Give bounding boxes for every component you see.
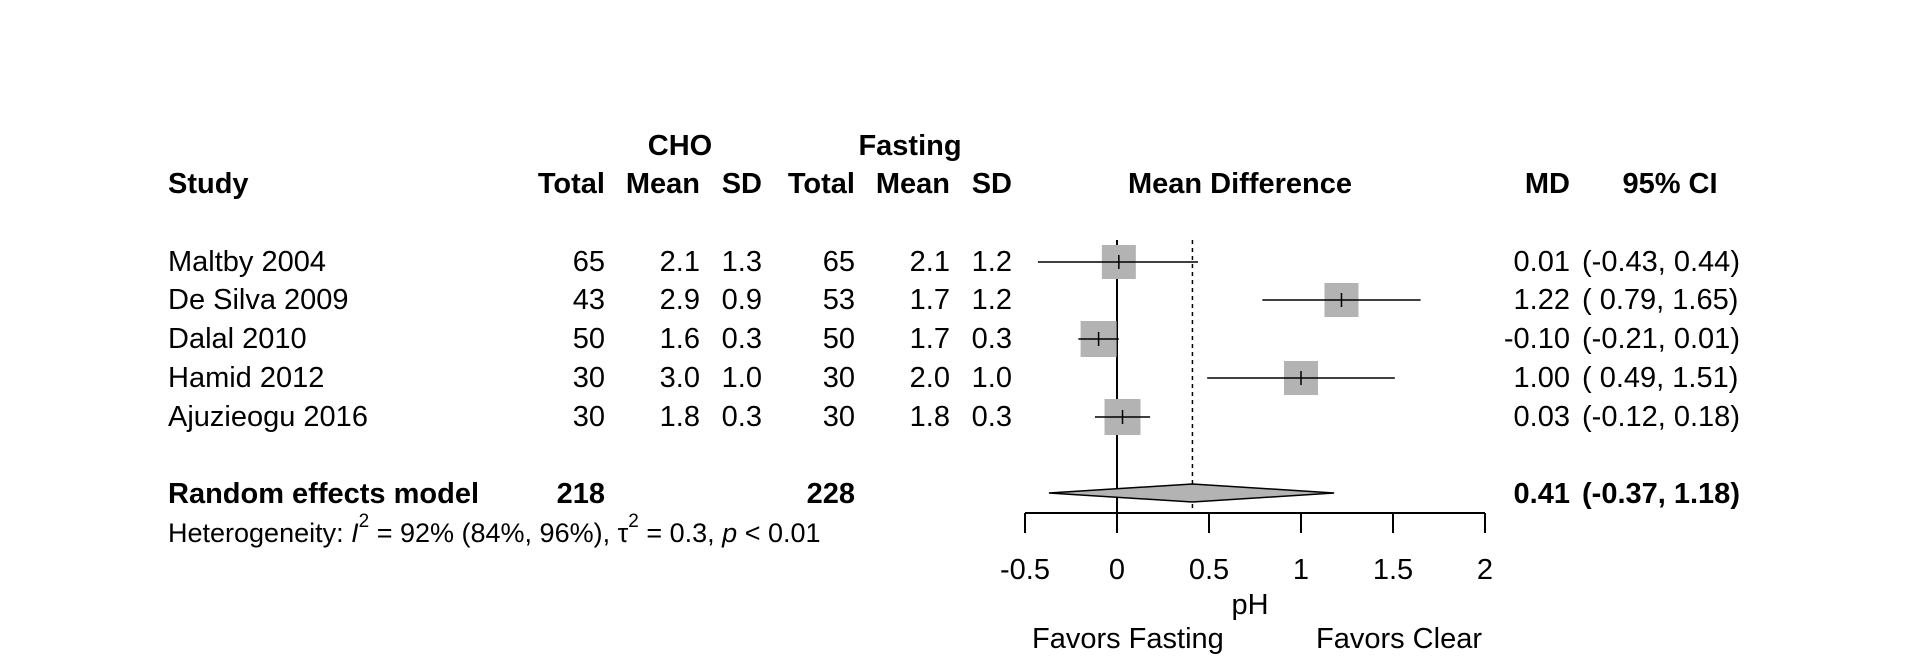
fasting-mean: 1.8 — [909, 401, 950, 433]
i-squared-symbol: I — [351, 518, 359, 548]
ci-value: (-0.43, 0.44) — [1582, 246, 1740, 278]
ci-value: ( 0.49, 1.51) — [1582, 362, 1739, 394]
favors-right-label: Favors Clear — [1316, 623, 1482, 655]
x-tick-label: 1.5 — [1373, 554, 1413, 586]
cho-sd: 1.0 — [721, 362, 762, 394]
study-name: Dalal 2010 — [168, 323, 307, 355]
cho-group-header: CHO — [647, 130, 713, 162]
cho-sd: 0.3 — [721, 401, 762, 433]
cho-mean: 3.0 — [659, 362, 700, 394]
fasting-mean: 2.0 — [909, 362, 950, 394]
cho-total: 50 — [572, 323, 605, 355]
cho-mean-header: Mean — [625, 168, 700, 200]
cho-mean: 1.8 — [659, 401, 700, 433]
tau-squared-symbol: τ — [617, 518, 629, 548]
cho-mean: 2.1 — [659, 246, 700, 278]
fasting-sd: 1.0 — [971, 362, 1012, 394]
heterogeneity-prefix: Heterogeneity: — [168, 518, 352, 548]
cho-total: 30 — [572, 401, 605, 433]
pooled-cho-total: 218 — [556, 478, 605, 510]
fasting-sd: 1.2 — [971, 284, 1012, 316]
tau-squared-value: = 0.3, — [638, 518, 723, 548]
cho-sd: 1.3 — [721, 246, 762, 278]
ci-value: ( 0.79, 1.65) — [1582, 284, 1739, 316]
fasting-mean: 2.1 — [909, 246, 950, 278]
ci-value: (-0.21, 0.01) — [1582, 323, 1740, 355]
fasting-total: 53 — [822, 284, 855, 316]
md-value: 0.03 — [1513, 401, 1570, 433]
pooled-diamond — [1048, 483, 1335, 503]
p-symbol: p — [722, 518, 738, 548]
ci-header: 95% CI — [1622, 168, 1718, 200]
study-name: Ajuzieogu 2016 — [168, 401, 368, 433]
fasting-sd: 1.2 — [971, 246, 1012, 278]
cho-total-header: Total — [537, 168, 605, 200]
pooled-ci-value: (-0.37, 1.18) — [1582, 478, 1740, 510]
md-value: 1.22 — [1513, 284, 1570, 316]
tau-squared-sup: 2 — [628, 511, 639, 532]
study-name: Maltby 2004 — [168, 246, 326, 278]
fasting-total: 30 — [822, 362, 855, 394]
fasting-sd-header: SD — [971, 168, 1012, 200]
fasting-total-header: Total — [787, 168, 855, 200]
cho-mean: 2.9 — [659, 284, 700, 316]
study-name: Hamid 2012 — [168, 362, 325, 394]
i-squared-sup: 2 — [358, 511, 370, 532]
fasting-total: 65 — [822, 246, 855, 278]
cho-total: 43 — [572, 284, 605, 316]
md-value: 1.00 — [1513, 362, 1570, 394]
i-squared-value: = 92% (84%, 96%), — [369, 518, 618, 548]
cho-sd-header: SD — [721, 168, 762, 200]
fasting-total: 30 — [822, 401, 855, 433]
study-header: Study — [168, 168, 249, 200]
fasting-mean: 1.7 — [909, 284, 950, 316]
x-tick-label: -0.5 — [1000, 554, 1050, 586]
cho-mean: 1.6 — [659, 323, 700, 355]
fasting-total: 50 — [822, 323, 855, 355]
ci-value: (-0.12, 0.18) — [1582, 401, 1740, 433]
pooled-label: Random effects model — [168, 478, 479, 510]
x-tick-label: 2 — [1477, 554, 1493, 586]
cho-total: 65 — [572, 246, 605, 278]
pooled-fasting-total: 228 — [806, 478, 855, 510]
cho-total: 30 — [572, 362, 605, 394]
fasting-sd: 0.3 — [971, 323, 1012, 355]
heterogeneity-text: Heterogeneity: I2 = 92% (84%, 96%), τ2 =… — [168, 512, 821, 550]
x-tick-label: 0 — [1109, 554, 1125, 586]
study-name: De Silva 2009 — [168, 284, 349, 316]
fasting-group-header: Fasting — [858, 130, 962, 162]
fasting-sd: 0.3 — [971, 401, 1012, 433]
md-header: MD — [1524, 168, 1570, 200]
md-value: -0.10 — [1503, 323, 1570, 355]
plot-title: Mean Difference — [1127, 168, 1352, 200]
pooled-md-value: 0.41 — [1513, 478, 1570, 510]
md-value: 0.01 — [1513, 246, 1570, 278]
fasting-mean: 1.7 — [909, 323, 950, 355]
x-axis-label: pH — [1231, 589, 1269, 621]
x-tick-label: 1 — [1293, 554, 1309, 586]
cho-sd: 0.3 — [721, 323, 762, 355]
x-tick-label: 0.5 — [1189, 554, 1229, 586]
fasting-mean-header: Mean — [875, 168, 950, 200]
cho-sd: 0.9 — [721, 284, 762, 316]
p-value: < 0.01 — [737, 518, 821, 548]
favors-left-label: Favors Fasting — [1032, 623, 1224, 655]
